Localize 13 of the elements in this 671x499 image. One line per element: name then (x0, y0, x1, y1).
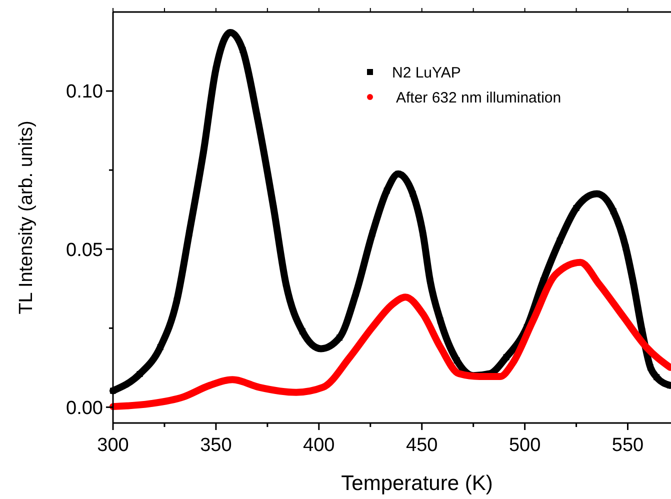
x-tick-label: 550 (612, 435, 644, 456)
legend-label: N2 LuYAP (392, 64, 461, 82)
y-tick-label: 0.00 (66, 398, 103, 419)
legend-label: After 632 nm illumination (396, 89, 562, 106)
x-tick-label: 400 (303, 435, 335, 456)
y-axis-title: TL Intensity (arb. units) (16, 120, 37, 314)
x-axis-title: Temperature (K) (341, 472, 493, 495)
y-tick-label: 0.05 (66, 240, 103, 261)
x-tick-label: 300 (97, 435, 129, 456)
x-tick-label: 350 (200, 435, 232, 456)
x-tick-label: 500 (508, 435, 541, 456)
x-tick-label: 450 (406, 435, 438, 456)
y-tick-label: 0.10 (66, 82, 103, 103)
